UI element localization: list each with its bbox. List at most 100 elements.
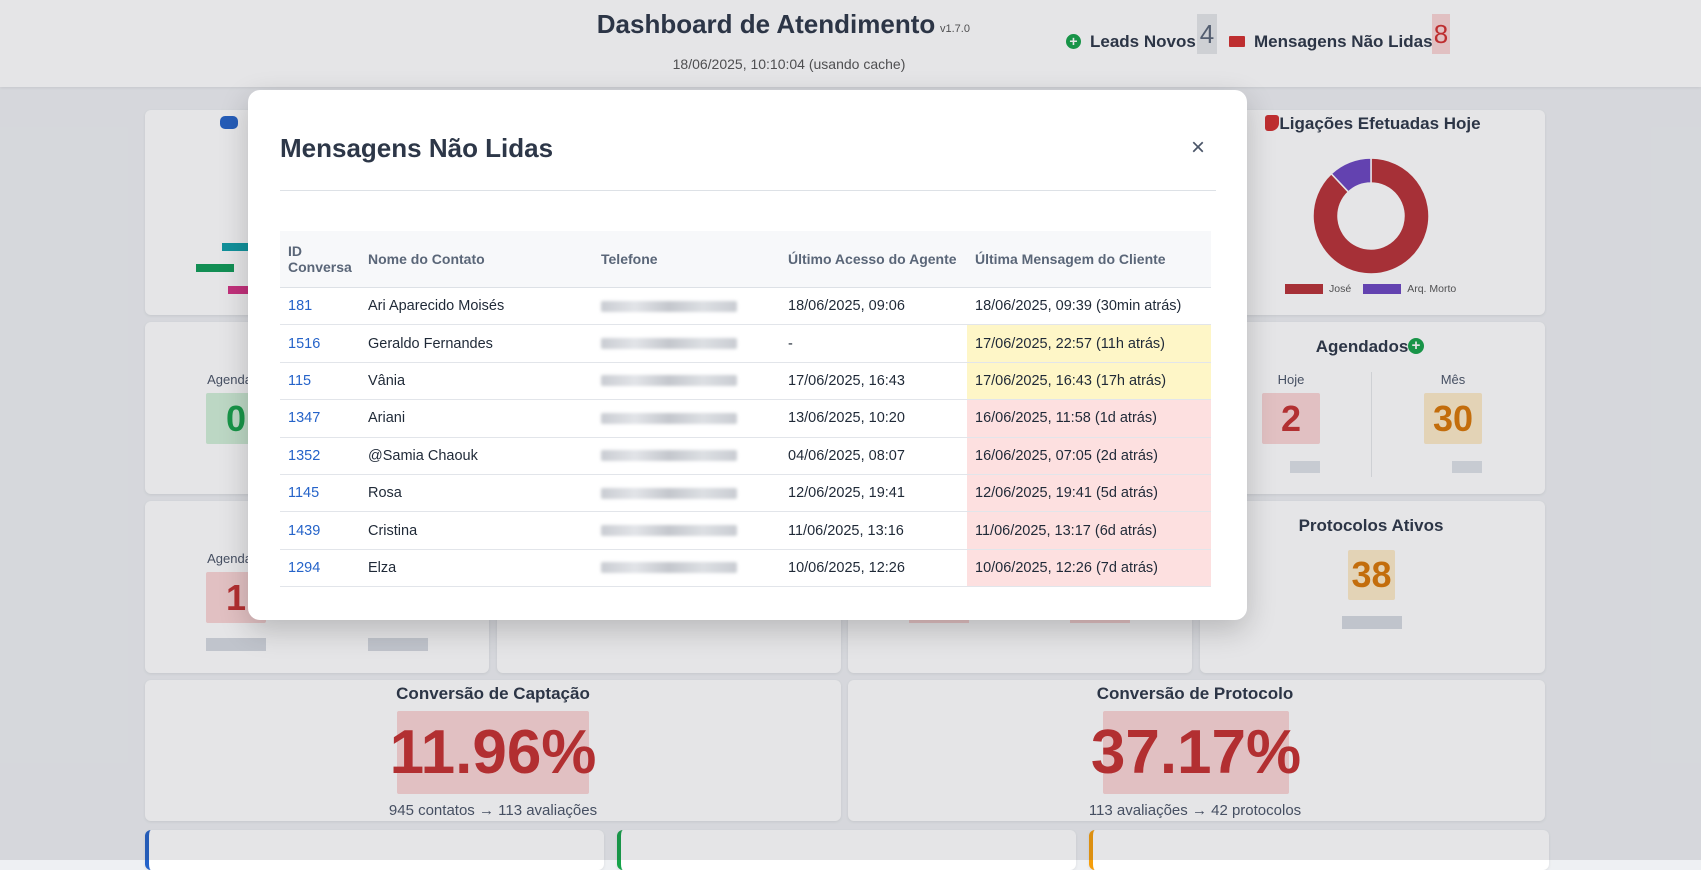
protocols-value: 38 (1348, 550, 1395, 600)
contact-name: Cristina (360, 511, 593, 550)
column-header: Último Acesso do Agente (780, 231, 967, 288)
bar (228, 286, 248, 294)
plus-icon: + (1066, 34, 1081, 49)
blurred-phone (601, 525, 737, 537)
column-header: Telefone (593, 231, 780, 288)
separator (280, 190, 1216, 191)
table-row: 1294 Elza 10/06/2025, 12:26 10/06/2025, 12:… (280, 549, 1211, 588)
chat-icon (220, 116, 238, 129)
agent-access: 18/06/2025, 09:06 (780, 287, 967, 326)
contact-name: @Samia Chaouk (360, 437, 593, 475)
header-bar (0, 0, 1701, 87)
conversation-id[interactable]: 181 (280, 287, 360, 326)
unread-table: ID Conversa Nome do Contato Telefone Último… (280, 231, 1211, 588)
contact-name: Rosa (360, 474, 593, 513)
bar (368, 638, 428, 651)
modal-title: Mensagens Não Lidas (280, 133, 554, 163)
last-message: 11/06/2025, 13:17 (6d atrás) (967, 511, 1211, 550)
conversation-id[interactable]: 1516 (280, 324, 360, 363)
conversation-id[interactable]: 115 (280, 362, 360, 401)
phone-icon (1265, 115, 1279, 131)
phone-cell (593, 549, 780, 588)
conversation-id[interactable]: 1294 (280, 549, 360, 588)
contact-name: Ariani (360, 399, 593, 438)
column-header: ID Conversa (280, 231, 360, 288)
agent-access: 11/06/2025, 13:16 (780, 511, 967, 550)
timestamp: 18/06/2025, 10:10:04 (usando cache) (672, 56, 906, 72)
legend: José Arq. Morto (1285, 283, 1468, 297)
column-header: Nome do Contato (360, 231, 593, 288)
phone-cell (593, 324, 780, 363)
version: v1.7.0 (940, 23, 970, 35)
scheduled-card (1200, 322, 1545, 494)
table-row: 1439 Cristina 11/06/2025, 13:16 11/06/2025,… (280, 511, 1211, 550)
capture-title: Conversão de Captação (396, 684, 590, 703)
phone-cell (593, 437, 780, 475)
dashboard-title: Dashboard de Atendimento (596, 9, 936, 39)
legend-label: José (1329, 283, 1352, 296)
column-header: Última Mensagem do Cliente (967, 231, 1211, 288)
today-value: 2 (1262, 393, 1320, 444)
table-row: 1516 Geraldo Fernandes -17/06/2025, 22:57 … (280, 324, 1211, 363)
conversation-id[interactable]: 1145 (280, 474, 360, 513)
today-label: Hoje (1277, 372, 1305, 387)
unread-count[interactable]: 8 (1432, 14, 1450, 54)
table-body: 181 Ari Aparecido Moisés 18/06/2025, 09:06… (280, 287, 1211, 588)
protocol-conv-detail: 113 avaliações → 42 protocolos (1088, 802, 1302, 819)
unread-label[interactable]: Mensagens Não Lidas (1254, 32, 1433, 51)
bar (222, 243, 248, 251)
conversation-id[interactable]: 1352 (280, 437, 360, 475)
sparkline (1452, 461, 1482, 473)
last-message: 12/06/2025, 19:41 (5d atrás) (967, 474, 1211, 513)
phone-cell (593, 287, 780, 326)
protocol-conv-title: Conversão de Protocolo (1096, 684, 1294, 703)
blurred-phone (601, 562, 737, 574)
table-row: 1347 Ariani 13/06/2025, 10:20 16/06/2025, 1… (280, 399, 1211, 438)
sparkline (1290, 461, 1320, 473)
agent-access: 12/06/2025, 19:41 (780, 474, 967, 513)
contact-name: Vânia (360, 362, 593, 401)
last-message: 16/06/2025, 11:58 (1d atrás) (967, 399, 1211, 438)
blurred-phone (601, 375, 737, 387)
month-value: 30 (1424, 393, 1482, 444)
close-button[interactable]: × (1191, 134, 1206, 161)
phone-cell (593, 362, 780, 401)
agent-access: 17/06/2025, 16:43 (780, 362, 967, 401)
calls-card (1200, 110, 1545, 315)
legend-label: Arq. Morto (1407, 283, 1457, 296)
last-message: 17/06/2025, 22:57 (11h atrás) (967, 324, 1211, 363)
last-message: 17/06/2025, 16:43 (17h atrás) (967, 362, 1211, 401)
divider (1371, 372, 1372, 477)
contact-name: Elza (360, 549, 593, 588)
protocols-title: Protocolos Ativos (1298, 516, 1444, 535)
capture-value: 11.96% (390, 711, 596, 794)
bar (196, 264, 234, 272)
blurred-phone (601, 300, 737, 312)
donut-segment (1330, 157, 1372, 194)
leads-count[interactable]: 4 (1197, 14, 1217, 54)
contact-name: Geraldo Fernandes (360, 324, 593, 363)
donut-segment (1312, 157, 1430, 275)
last-message: 18/06/2025, 09:39 (30min atrás) (967, 287, 1211, 326)
scheduled-title: Agendados (1315, 337, 1409, 356)
blurred-phone (601, 338, 737, 350)
calls-title: Ligações Efetuadas Hoje (1279, 114, 1481, 133)
phone-cell (593, 399, 780, 438)
legend-swatch (1285, 284, 1323, 295)
table-row: 1145 Rosa 12/06/2025, 19:41 12/06/2025, 19:… (280, 474, 1211, 513)
blurred-phone (601, 412, 737, 424)
conversation-id[interactable]: 1439 (280, 511, 360, 550)
conversation-id[interactable]: 1347 (280, 399, 360, 438)
bar (1342, 616, 1402, 629)
phone-cell (593, 474, 780, 513)
bar (206, 638, 266, 651)
blurred-phone (601, 487, 737, 499)
header-row: ID Conversa Nome do Contato Telefone Último… (280, 231, 1211, 288)
last-message: 16/06/2025, 07:05 (2d atrás) (967, 437, 1211, 475)
leads-label[interactable]: Leads Novos (1090, 32, 1196, 51)
plus-icon[interactable]: + (1408, 338, 1424, 354)
agent-access: 13/06/2025, 10:20 (780, 399, 967, 438)
last-message: 10/06/2025, 12:26 (7d atrás) (967, 549, 1211, 588)
blurred-phone (601, 450, 737, 462)
